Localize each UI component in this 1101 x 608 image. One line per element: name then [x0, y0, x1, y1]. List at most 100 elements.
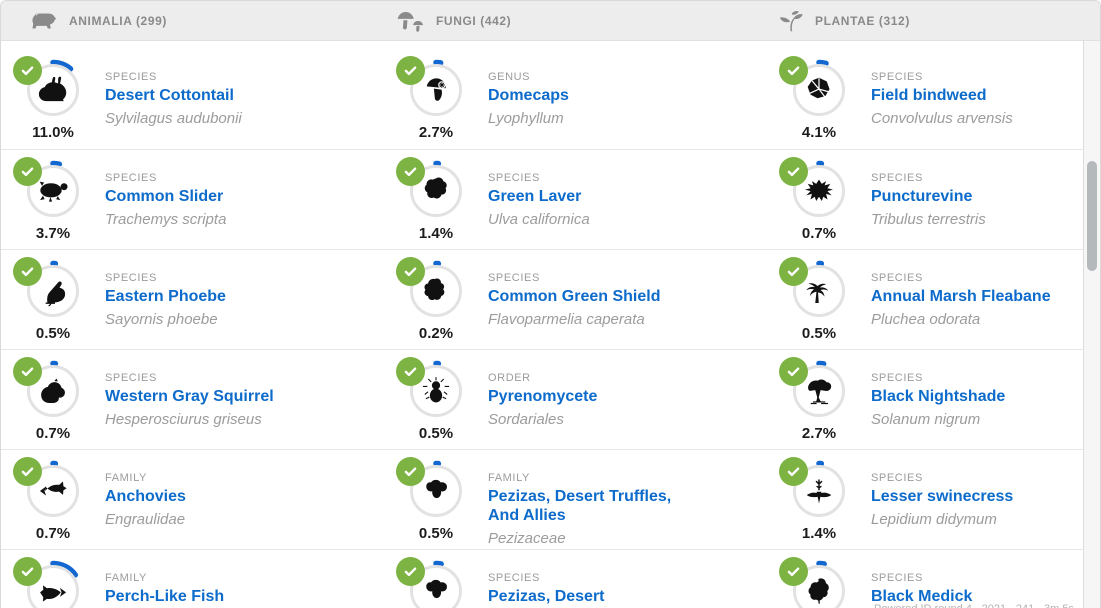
taxon-text: ORDER Pyrenomycete Sordariales — [488, 362, 597, 449]
taxon-icon-circle — [793, 64, 845, 116]
mushroom-icon — [426, 78, 446, 101]
taxon-scientific-name: Sayornis phoebe — [105, 310, 218, 328]
taxon-rank: SPECIES — [105, 172, 157, 184]
kingdom-header-label: PLANTAE (312) — [815, 13, 910, 28]
taxon-rank: FAMILY — [105, 572, 147, 584]
taxon-common-name[interactable]: Puncturevine — [871, 188, 973, 205]
suggestion-item-plantae-4[interactable]: 2.7% SPECIES Black Nightshade Solanum ni… — [735, 350, 1084, 449]
kingdom-header-fungi[interactable]: FUNGI (442) — [368, 1, 735, 40]
taxon-common-name[interactable]: Pezizas, Desert — [488, 588, 605, 605]
taxon-common-name[interactable]: Black Nightshade — [871, 388, 1006, 405]
check-badge — [396, 56, 425, 85]
suggestion-item-fungi-1[interactable]: 2.7% GENUS Domecaps Lyophyllum — [368, 49, 735, 149]
taxon-text: FAMILY Anchovies Engraulidae — [105, 462, 186, 549]
suggestion-item-plantae-6[interactable]: SPECIES Black Medick — [735, 550, 1084, 608]
taxon-common-name[interactable]: Common Green Shield — [488, 288, 661, 305]
confidence-percent: 1.4% — [801, 525, 837, 542]
cup-fungus-icon — [426, 479, 447, 499]
taxon-common-name[interactable]: Domecaps — [488, 87, 569, 104]
check-icon — [787, 467, 800, 477]
taxon-common-name[interactable]: Lesser swinecress — [871, 488, 1014, 505]
taxon-rank: SPECIES — [871, 372, 923, 384]
taxon-scientific-name: Sordariales — [488, 410, 564, 428]
tree-icon — [808, 379, 832, 405]
check-icon — [404, 167, 417, 177]
check-icon — [21, 267, 34, 277]
scrollbar[interactable] — [1083, 41, 1100, 608]
check-badge — [779, 557, 808, 586]
cup-fungus-icon — [426, 579, 447, 599]
confidence-percent: 2.7% — [418, 124, 454, 141]
taxon-common-name[interactable]: Field bindweed — [871, 87, 987, 104]
suggestion-item-plantae-2[interactable]: 0.7% SPECIES Puncturevine Tribulus terre… — [735, 150, 1084, 249]
mushrooms-icon — [396, 9, 426, 33]
check-badge — [13, 557, 42, 586]
suggestion-item-plantae-3[interactable]: 0.5% SPECIES Annual Marsh Fleabane Pluch… — [735, 250, 1084, 349]
taxon-common-name[interactable]: Pyrenomycete — [488, 388, 598, 405]
taxon-common-name[interactable]: Green Laver — [488, 188, 582, 205]
kingdom-header-label: ANIMALIA (299) — [69, 13, 167, 28]
confidence-arc — [788, 160, 850, 222]
seaweed-icon — [424, 177, 447, 199]
taxon-scientific-name: Sylvilagus audubonii — [105, 109, 242, 127]
kingdom-header-plantae[interactable]: PLANTAE (312) — [735, 1, 1084, 40]
check-icon — [787, 367, 800, 377]
confidence-arc — [405, 460, 467, 522]
check-badge — [13, 357, 42, 386]
suggestion-item-plantae-1[interactable]: 4.1% SPECIES Field bindweed Convolvulus … — [735, 49, 1084, 149]
taxon-common-name[interactable]: Anchovies — [105, 488, 186, 505]
suggestion-item-fungi-6[interactable]: SPECIES Pezizas, Desert — [368, 550, 735, 608]
suggestion-item-fungi-4[interactable]: 0.5% ORDER Pyrenomycete Sordariales — [368, 350, 735, 449]
check-badge — [13, 56, 42, 85]
suggestion-item-plantae-5[interactable]: 1.4% SPECIES Lesser swinecress Lepidium … — [735, 450, 1084, 549]
taxon-rank: SPECIES — [488, 272, 540, 284]
check-icon — [21, 567, 34, 577]
check-badge — [13, 257, 42, 286]
suggestion-item-fungi-5[interactable]: 0.5% FAMILY Pezizas, Desert Truffles, An… — [368, 450, 735, 549]
suggestion-item-animalia-3[interactable]: 0.5% SPECIES Eastern Phoebe Sayornis pho… — [1, 250, 368, 349]
taxon-scientific-name: Ulva californica — [488, 210, 590, 228]
squirrel-icon — [41, 378, 65, 403]
suggestion-item-animalia-5[interactable]: 0.7% FAMILY Anchovies Engraulidae — [1, 450, 368, 549]
kingdom-header-animalia[interactable]: ANIMALIA (299) — [1, 1, 368, 40]
confidence-percent: 0.7% — [35, 425, 71, 442]
suggestion-item-fungi-3[interactable]: 0.2% SPECIES Common Green Shield Flavopa… — [368, 250, 735, 349]
suggestion-item-fungi-2[interactable]: 1.4% SPECIES Green Laver Ulva californic… — [368, 150, 735, 249]
taxon-icon-circle — [27, 64, 79, 116]
confidence-arc — [788, 460, 850, 522]
taxon-visual: 11.0% — [13, 56, 89, 149]
taxon-common-name[interactable]: Eastern Phoebe — [105, 288, 226, 305]
taxon-common-name[interactable]: Annual Marsh Fleabane — [871, 288, 1051, 305]
suggestion-item-animalia-1[interactable]: 11.0% SPECIES Desert Cottontail Sylvilag… — [1, 49, 368, 149]
taxon-common-name[interactable]: Desert Cottontail — [105, 87, 234, 104]
taxon-common-name[interactable]: Western Gray Squirrel — [105, 388, 274, 405]
check-icon — [404, 367, 417, 377]
taxon-scientific-name: Flavoparmelia caperata — [488, 310, 645, 328]
suggestion-item-animalia-4[interactable]: 0.7% SPECIES Western Gray Squirrel Hespe… — [1, 350, 368, 449]
taxon-common-name[interactable]: Black Medick — [871, 588, 973, 605]
mammal-icon — [29, 9, 59, 33]
taxon-text: FAMILY Pezizas, Desert Truffles, And All… — [488, 462, 674, 549]
fish-icon — [39, 481, 67, 496]
suggestion-item-animalia-2[interactable]: 3.7% SPECIES Common Slider Trachemys scr… — [1, 150, 368, 249]
taxon-common-name[interactable]: Common Slider — [105, 188, 224, 205]
check-badge — [396, 557, 425, 586]
confidence-percent: 0.2% — [418, 325, 454, 342]
confidence-arc — [788, 59, 850, 121]
check-icon — [21, 467, 34, 477]
suggestion-item-animalia-6[interactable]: FAMILY Perch-Like Fish — [1, 550, 368, 608]
suggestion-row: FAMILY Perch-Like Fish SPECIES Pezizas, … — [1, 549, 1084, 608]
taxon-common-name[interactable]: Pezizas, Desert Truffles, And Allies — [488, 488, 672, 524]
suggestion-row: 11.0% SPECIES Desert Cottontail Sylvilag… — [1, 41, 1084, 149]
check-badge — [396, 357, 425, 386]
confidence-arc — [788, 260, 850, 322]
check-icon — [787, 66, 800, 76]
taxon-rank: SPECIES — [488, 172, 540, 184]
taxon-rank: SPECIES — [871, 71, 923, 83]
taxon-common-name[interactable]: Perch-Like Fish — [105, 588, 225, 605]
scrollbar-thumb[interactable] — [1087, 161, 1097, 271]
taxon-text: SPECIES Annual Marsh Fleabane Pluchea od… — [871, 262, 1051, 349]
taxon-text: FAMILY Perch-Like Fish — [105, 562, 224, 608]
taxon-visual: 0.7% — [13, 357, 89, 449]
check-icon — [404, 467, 417, 477]
